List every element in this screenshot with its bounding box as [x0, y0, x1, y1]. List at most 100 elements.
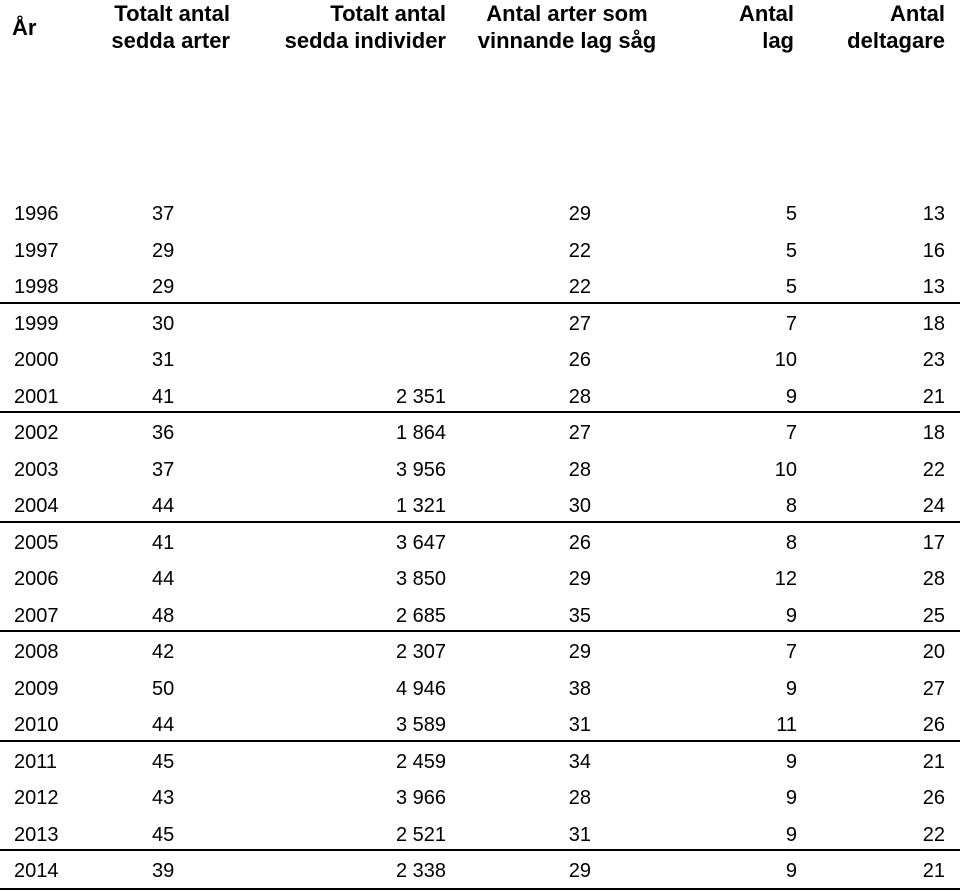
cell-participants: 21	[922, 750, 945, 773]
cell-winning-species: 29	[568, 203, 591, 225]
cell-year: 2012	[14, 787, 59, 809]
table-row: 2003 37 3 956 28 10 22	[0, 450, 960, 487]
cell-winning-species: 27	[568, 312, 591, 335]
cell-individuals: 2 351	[395, 385, 446, 408]
cell-species: 45	[152, 823, 175, 846]
cell-winning-species: 26	[568, 531, 591, 554]
cell-teams: 5	[785, 239, 797, 262]
cell-winning-species: 28	[568, 458, 591, 481]
cell-species: 43	[152, 787, 175, 809]
cell-winning-species: 29	[568, 860, 591, 882]
cell-individuals: 2 685	[395, 604, 446, 627]
cell-individuals: 1 321	[395, 495, 446, 517]
cell-teams: 10	[774, 349, 797, 371]
cell-winning-species: 35	[568, 604, 591, 627]
cell-year: 1997	[14, 239, 59, 262]
cell-winning-species: 28	[568, 385, 591, 408]
cell-participants: 22	[922, 823, 945, 846]
cell-species: 50	[152, 677, 175, 700]
header-team-count: Antal lag	[739, 1, 794, 53]
header-participant-count: Antal deltagare	[847, 1, 945, 53]
cell-teams: 8	[785, 531, 797, 554]
cell-species: 36	[152, 422, 175, 444]
cell-individuals: 3 966	[395, 787, 446, 809]
cell-individuals: 3 589	[395, 714, 446, 736]
cell-winning-species: 31	[568, 714, 591, 736]
cell-teams: 9	[785, 677, 797, 700]
cell-species: 41	[152, 385, 175, 408]
table-row: 2009 50 4 946 38 9 27	[0, 669, 960, 706]
cell-teams: 9	[785, 860, 797, 882]
table-row: 1996 37 29 5 13	[0, 194, 960, 231]
table-row: 2002 36 1 864 27 7 18	[0, 413, 960, 450]
cell-teams: 7	[785, 422, 797, 444]
cell-year: 1996	[14, 203, 59, 225]
cell-year: 2001	[14, 385, 59, 408]
cell-species: 48	[152, 604, 175, 627]
cell-participants: 18	[922, 422, 945, 444]
cell-participants: 16	[922, 239, 945, 262]
cell-participants: 26	[922, 787, 945, 809]
table-row: 2005 41 3 647 26 8 17	[0, 523, 960, 560]
table-header: År Totalt antal sedda arter Totalt antal…	[0, 0, 960, 60]
cell-participants: 27	[922, 677, 945, 700]
cell-teams: 9	[785, 750, 797, 773]
cell-winning-species: 27	[568, 422, 591, 444]
cell-winning-species: 31	[568, 823, 591, 846]
cell-winning-species: 29	[568, 641, 591, 663]
cell-teams: 9	[785, 604, 797, 627]
cell-winning-species: 22	[568, 239, 591, 262]
cell-participants: 13	[922, 203, 945, 225]
cell-year: 1999	[14, 312, 59, 335]
table-row: 2014 39 2 338 29 9 21	[0, 851, 960, 890]
cell-species: 44	[152, 714, 175, 736]
cell-participants: 26	[922, 714, 945, 736]
table-row: 1999 30 27 7 18	[0, 304, 960, 341]
cell-participants: 20	[922, 641, 945, 663]
table-row: 2008 42 2 307 29 7 20	[0, 632, 960, 669]
cell-year: 2003	[14, 458, 59, 481]
table-row: 2011 45 2 459 34 9 21	[0, 742, 960, 779]
cell-year: 2000	[14, 349, 59, 371]
cell-individuals: 1 864	[395, 422, 446, 444]
cell-year: 2002	[14, 422, 59, 444]
cell-teams: 10	[774, 458, 797, 481]
cell-individuals: 3 850	[395, 568, 446, 590]
table-row: 2000 31 26 10 23	[0, 340, 960, 377]
table-row: 1998 29 22 5 13	[0, 267, 960, 304]
cell-teams: 5	[785, 203, 797, 225]
table-row: 2004 44 1 321 30 8 24	[0, 486, 960, 523]
cell-species: 29	[152, 239, 175, 262]
cell-participants: 28	[922, 568, 945, 590]
cell-species: 44	[152, 568, 175, 590]
cell-year: 2009	[14, 677, 59, 700]
cell-species: 41	[152, 531, 175, 554]
header-year: År	[12, 15, 37, 40]
cell-year: 2008	[14, 641, 59, 663]
cell-winning-species: 34	[568, 750, 591, 773]
cell-species: 31	[152, 349, 175, 371]
cell-individuals: 2 459	[395, 750, 446, 773]
header-total-individuals: Totalt antal sedda individer	[284, 1, 446, 53]
cell-year: 1998	[14, 276, 59, 298]
cell-species: 37	[152, 458, 175, 481]
cell-year: 2011	[14, 750, 58, 773]
cell-teams: 9	[785, 787, 797, 809]
cell-teams: 9	[785, 385, 797, 408]
table-body: 1996 37 29 5 13 1997 29 22 5 16 1998 29 22 5 13 1999 30 2…	[0, 194, 960, 890]
cell-individuals: 2 521	[395, 823, 446, 846]
cell-teams: 9	[785, 823, 797, 846]
cell-individuals: 2 338	[395, 860, 446, 882]
cell-year: 2013	[14, 823, 59, 846]
cell-participants: 25	[922, 604, 945, 627]
cell-species: 44	[152, 495, 175, 517]
cell-teams: 7	[785, 312, 797, 335]
cell-winning-species: 30	[568, 495, 591, 517]
header-total-species: Totalt antal sedda arter	[111, 1, 230, 53]
cell-winning-species: 22	[568, 276, 591, 298]
cell-individuals: 4 946	[395, 677, 446, 700]
cell-teams: 7	[785, 641, 797, 663]
cell-year: 2005	[14, 531, 59, 554]
cell-winning-species: 29	[568, 568, 591, 590]
